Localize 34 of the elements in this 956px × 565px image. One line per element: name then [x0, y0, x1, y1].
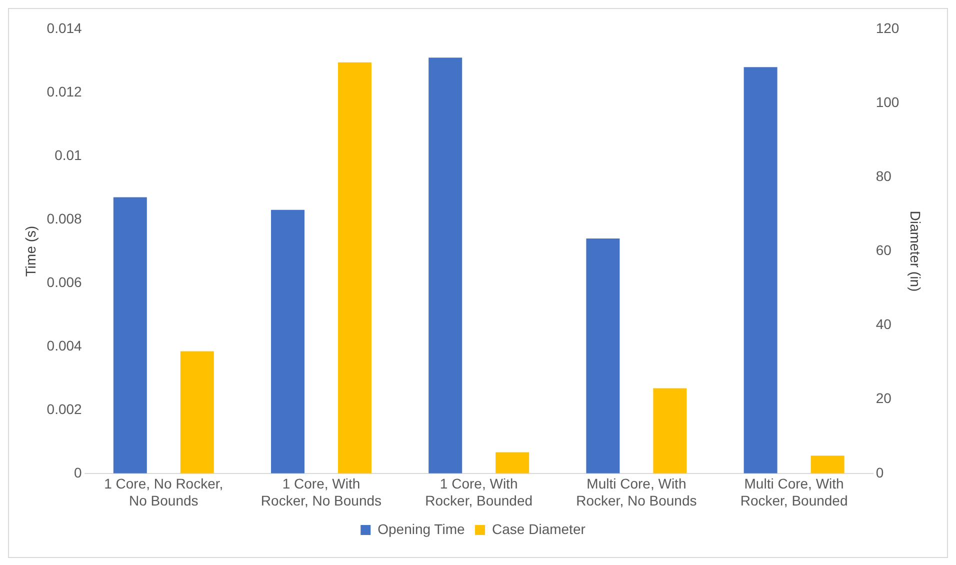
- bar: [496, 452, 530, 474]
- legend-label: Opening Time: [378, 520, 465, 537]
- y2-tick-label: 100: [876, 94, 900, 110]
- x-tick-label: Multi Core, With Rocker, No Bounds: [576, 476, 697, 508]
- bar: [586, 238, 620, 474]
- bar: [744, 67, 778, 474]
- y-axis-title: Time (s): [22, 226, 38, 277]
- y2-tick-label: 40: [876, 316, 892, 332]
- y-tick-label: 0.006: [46, 274, 82, 290]
- bar: [180, 351, 214, 474]
- y2-tick-label: 120: [876, 20, 900, 36]
- bar: [271, 210, 304, 474]
- bar: [810, 456, 844, 474]
- y2-tick-label: 20: [876, 390, 892, 406]
- bar: [113, 197, 147, 474]
- bar: [338, 62, 372, 474]
- y-tick-label: 0.014: [46, 20, 82, 36]
- y2-tick-label: 60: [876, 242, 892, 258]
- bar: [428, 58, 462, 474]
- y2-axis-title: Diameter (in): [908, 210, 924, 292]
- legend-label: Case Diameter: [492, 520, 586, 537]
- x-tick-label: 1 Core, With Rocker, Bounded: [425, 476, 533, 508]
- x-tick-label: 1 Core, No Rocker, No Bounds: [104, 476, 224, 508]
- y2-tick-label: 0: [876, 464, 884, 480]
- y2-tick-label: 80: [876, 168, 892, 184]
- x-tick-label: Multi Core, With Rocker, Bounded: [740, 476, 848, 508]
- y-tick-label: 0.008: [46, 210, 82, 226]
- y-tick-label: 0.01: [54, 146, 82, 163]
- y-tick-label: 0.002: [46, 400, 82, 417]
- x-tick-label: 1 Core, With Rocker, No Bounds: [260, 476, 382, 508]
- y-tick-label: 0: [74, 464, 82, 480]
- y-tick-label: 0.012: [46, 83, 82, 100]
- bar: [653, 388, 687, 474]
- y-tick-label: 0.004: [46, 337, 82, 354]
